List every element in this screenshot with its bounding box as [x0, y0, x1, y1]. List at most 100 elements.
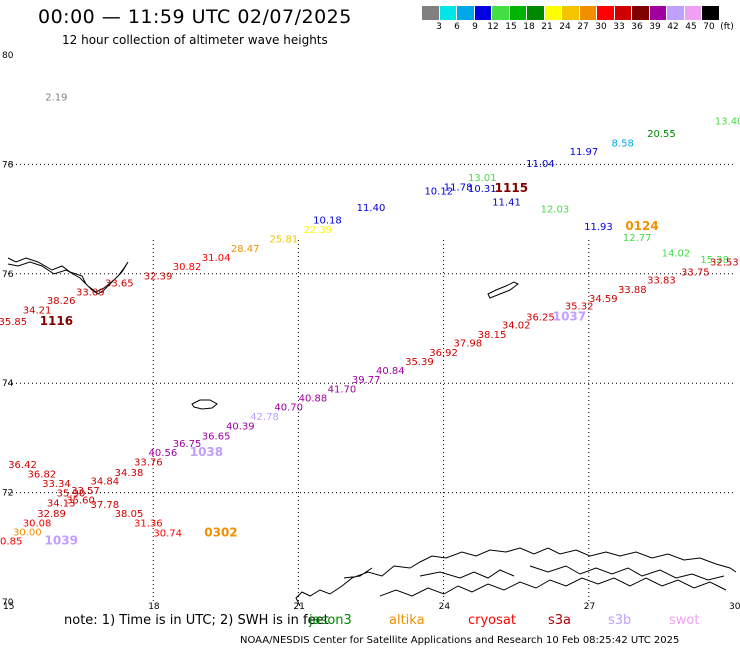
longitude-label: 15 [3, 602, 14, 612]
wave-height-value: 33.34 [42, 479, 71, 490]
color-scale-label: 39 [649, 22, 661, 32]
wave-height-value: 38.26 [47, 296, 76, 307]
wave-height-value: 33.76 [134, 457, 163, 468]
wave-height-value: 13.40 [715, 116, 740, 127]
svalbard-coast [7, 257, 129, 295]
color-swatch [667, 6, 685, 20]
wave-height-value: 40.84 [376, 366, 405, 377]
wave-height-value: 33.65 [105, 278, 134, 289]
color-swatch [702, 6, 720, 20]
wave-height-value: 11.40 [357, 203, 386, 214]
wave-height-value: 35.90 [57, 488, 86, 499]
pass-time-label: 1037 [553, 309, 586, 323]
wave-height-value: 33.83 [647, 276, 676, 287]
wave-height-value: 36.75 [173, 439, 202, 450]
norway-coast [295, 547, 737, 607]
wave-height-value: 30.74 [153, 528, 182, 539]
wave-height-value: 42.78 [250, 412, 279, 423]
color-swatch [439, 6, 457, 20]
footer-note: note: 1) Time is in UTC; 2) SWH is in fe… [64, 613, 329, 628]
wave-height-value: 40.70 [274, 403, 303, 414]
color-swatch [614, 6, 632, 20]
wave-height-value: 8.58 [612, 138, 634, 149]
wave-height-value: 35.32 [565, 301, 594, 312]
wave-height-value: 39.77 [352, 375, 381, 386]
latitude-label: 78 [2, 160, 14, 170]
legend-item-cryosat: cryosat [468, 613, 516, 628]
wave-height-value: 33.09 [76, 288, 105, 299]
color-scale-label: 12 [487, 22, 499, 32]
color-scale-label: 70 [703, 22, 715, 32]
wave-height-value: 2.19 [45, 92, 67, 103]
pass-time-label: 1038 [190, 445, 223, 459]
wave-height-value: 10.31 [468, 184, 497, 195]
wave-height-value: 30.08 [23, 519, 52, 530]
wave-height-value: 40.56 [149, 448, 178, 459]
wave-height-value: 37.78 [90, 500, 119, 511]
color-scale-label: 3 [436, 22, 442, 32]
color-swatch [562, 6, 580, 20]
longitude-label: 18 [148, 602, 160, 612]
coastlines [7, 257, 737, 607]
wave-height-value: 11.97 [570, 147, 599, 158]
observations-layer: 2.1913.4020.558.5811.9711.0413.0111.7810… [0, 92, 740, 547]
color-scale-label: 15 [505, 22, 517, 32]
color-swatch [422, 6, 440, 20]
wave-height-value: 36.42 [8, 460, 37, 471]
wave-height-value: 33.88 [618, 285, 647, 296]
color-swatch [527, 6, 545, 20]
latitude-label: 70 [2, 598, 14, 608]
color-scale-label: 21 [541, 22, 553, 32]
color-scale-label: 27 [577, 22, 589, 32]
legend-item-altika: altika [389, 613, 425, 628]
color-scale-label: 18 [523, 22, 535, 32]
wave-height-value: 36.92 [429, 348, 458, 359]
wave-height-value: 33.75 [681, 267, 710, 278]
legend-item-swot: swot [669, 613, 700, 628]
wave-height-value: 34.21 [23, 306, 52, 317]
wave-height-value: 34.02 [502, 321, 531, 332]
pass-time-label: 0302 [204, 525, 237, 539]
wave-height-value: 36.25 [526, 312, 555, 323]
wave-height-value: 34.38 [115, 468, 144, 479]
color-swatch [579, 6, 597, 20]
wave-height-value: 11.78 [444, 183, 473, 194]
wave-height-value: 34.84 [90, 476, 119, 487]
color-swatch [597, 6, 615, 20]
lat-lon-grid [8, 163, 734, 602]
color-scale-label: 24 [559, 22, 571, 32]
color-scale-label: (ft) [720, 22, 734, 32]
longitude-label: 27 [584, 602, 595, 612]
color-scale-label: 9 [472, 22, 478, 32]
color-swatch [632, 6, 650, 20]
wave-height-value: 34.13 [47, 498, 76, 509]
color-scale-label: 6 [454, 22, 460, 32]
wave-height-value: 32.89 [37, 509, 66, 520]
wave-height-value: 36.82 [28, 469, 57, 480]
latitude-label: 72 [2, 489, 13, 499]
legend-item-s3a: s3a [548, 613, 572, 628]
wave-height-value: 31.36 [134, 519, 163, 530]
color-swatch [474, 6, 492, 20]
color-swatch [684, 6, 702, 20]
wave-height-value: 14.02 [662, 248, 691, 259]
wave-height-value: 11.93 [584, 222, 613, 233]
wave-height-value: 40.39 [226, 422, 255, 433]
wave-height-value: 11.04 [526, 159, 555, 170]
kong-karls-land [487, 281, 519, 299]
color-swatch [649, 6, 667, 20]
wave-height-value: 11.41 [492, 197, 521, 208]
page-subtitle: 12 hour collection of altimeter wave hei… [62, 33, 328, 47]
wave-height-value: 30.00 [13, 527, 42, 538]
wave-height-value: 30.82 [173, 262, 202, 273]
wave-height-value: 38.05 [115, 509, 144, 520]
wave-height-value: 31.04 [202, 253, 231, 264]
wave-height-value: 32.53 [710, 258, 739, 269]
pass-time-label: 1116 [40, 314, 73, 328]
color-scale-labels: 3 6 9 12 15 18 21 24 27 30 33 36 39 42 45 70 (ft) [430, 22, 736, 32]
latitude-label: 76 [2, 270, 14, 280]
wave-height-value: 38.15 [478, 330, 507, 341]
wave-height-value: 22.39 [303, 225, 332, 236]
wave-height-value: 28.47 [231, 244, 260, 255]
